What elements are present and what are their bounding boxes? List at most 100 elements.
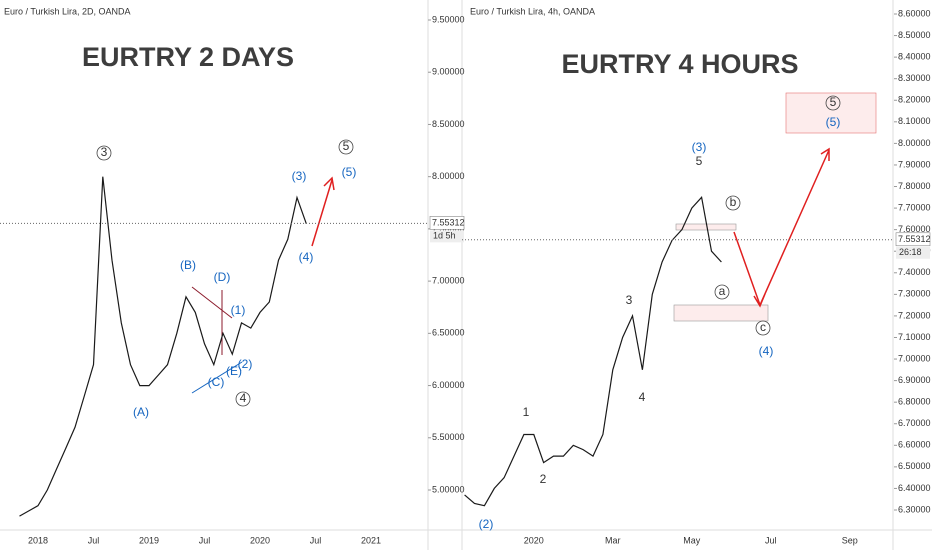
x-tick-label: Jul [765, 535, 777, 545]
y-tick-label: 8.10000 [898, 116, 931, 126]
wave-circle [96, 145, 112, 161]
wave-circle [714, 284, 730, 300]
wave-label: 3 [101, 145, 108, 159]
y-tick-label: 9.50000 [432, 14, 465, 24]
wave-label: (B) [180, 258, 196, 272]
wave-label: (3) [292, 169, 307, 183]
y-tick-label: 6.30000 [898, 504, 931, 514]
y-tick-label: 7.40000 [898, 267, 931, 277]
current-price-label: 7.55312 [898, 234, 931, 244]
wave-label: b [730, 195, 737, 209]
wave-circle [755, 320, 771, 336]
box [673, 304, 769, 322]
wave-label: (2) [238, 357, 253, 371]
wave-label: 2 [540, 472, 547, 486]
wave-circle [235, 391, 251, 407]
y-tick-label: 6.80000 [898, 397, 931, 407]
price-line [464, 195, 722, 507]
y-tick-label: 8.40000 [898, 52, 931, 62]
x-tick-label: Mar [605, 535, 621, 545]
wave-label: (4) [759, 344, 774, 358]
wave-label: (2) [479, 517, 494, 531]
y-tick-label: 5.00000 [432, 484, 465, 494]
x-tick-label: 2019 [139, 535, 159, 545]
wave-label: 5 [830, 95, 837, 109]
x-tick-label: Jul [310, 535, 322, 545]
y-tick-label: 8.60000 [898, 8, 931, 18]
x-tick-label: Jul [199, 535, 211, 545]
y-tick-label: 8.00000 [432, 171, 465, 181]
x-tick-label: May [683, 535, 701, 545]
y-tick-label: 9.00000 [432, 67, 465, 77]
wave-label: 3 [626, 293, 633, 307]
wave-label: (C) [208, 375, 225, 389]
current-price-label: 7.55312 [432, 218, 465, 228]
y-tick-label: 7.60000 [898, 224, 931, 234]
arrow [311, 176, 335, 247]
y-tick-label: 8.00000 [898, 138, 931, 148]
wave-label: (D) [214, 270, 231, 284]
wave-label: (A) [133, 405, 149, 419]
x-tick-label: 2020 [524, 535, 544, 545]
wave-label: (5) [826, 115, 841, 129]
y-tick-label: 7.00000 [432, 275, 465, 285]
y-tick-label: 6.90000 [898, 375, 931, 385]
chart-header: Euro / Turkish Lira, 4h, OANDA [470, 6, 595, 16]
y-tick-label: 7.20000 [898, 310, 931, 320]
countdown-label: 1d 5h [433, 231, 456, 241]
countdown-label: 26:18 [899, 247, 922, 257]
trend-line [191, 286, 233, 319]
x-tick-label: Jul [88, 535, 100, 545]
wave-circle [725, 195, 741, 211]
y-tick-label: 6.50000 [432, 328, 465, 338]
countdown-bg [430, 230, 464, 243]
y-tick-label: 8.50000 [432, 119, 465, 129]
y-tick-label: 7.10000 [898, 332, 931, 342]
y-tick-label: 7.30000 [898, 289, 931, 299]
y-tick-label: 6.60000 [898, 440, 931, 450]
y-tick-label: 6.50000 [898, 461, 931, 471]
wave-label: 4 [240, 391, 247, 405]
chart-title: EURTRY 4 HOURS [561, 49, 798, 79]
y-tick-label: 6.70000 [898, 418, 931, 428]
x-tick-label: 2018 [28, 535, 48, 545]
box [675, 223, 737, 231]
wave-label: 5 [696, 154, 703, 168]
wave-label: (4) [299, 250, 314, 264]
y-tick-label: 6.40000 [898, 483, 931, 493]
y-tick-label: 7.90000 [898, 159, 931, 169]
x-tick-label: 2021 [361, 535, 381, 545]
arrow [733, 147, 830, 308]
chart-title: EURTRY 2 DAYS [82, 42, 294, 72]
wave-label: 1 [523, 405, 530, 419]
y-tick-label: 5.50000 [432, 432, 465, 442]
y-tick-label: 8.50000 [898, 30, 931, 40]
price-line [19, 176, 307, 517]
wave-circle [825, 95, 841, 111]
wave-label: c [760, 320, 766, 334]
wave-label: 4 [639, 390, 646, 404]
wave-label: 5 [343, 139, 350, 153]
price-label-bg [429, 216, 465, 230]
chart-header: Euro / Turkish Lira, 2D, OANDA [4, 6, 131, 16]
trend-line [191, 361, 243, 394]
y-tick-label: 8.30000 [898, 73, 931, 83]
wave-label: (3) [692, 140, 707, 154]
price-label-bg [895, 232, 931, 247]
y-tick-label: 7.70000 [898, 202, 931, 212]
y-tick-label: 6.00000 [432, 380, 465, 390]
wave-label: a [719, 284, 726, 298]
wave-label: (5) [342, 165, 357, 179]
wave-label: (1) [231, 303, 246, 317]
countdown-bg [896, 246, 930, 259]
wave-label: (E) [226, 364, 242, 378]
wave-circle [338, 139, 354, 155]
x-tick-label: Sep [842, 535, 858, 545]
x-tick-label: 2020 [250, 535, 270, 545]
y-tick-label: 7.00000 [898, 353, 931, 363]
box [785, 92, 877, 134]
y-tick-label: 8.20000 [898, 95, 931, 105]
y-tick-label: 7.80000 [898, 181, 931, 191]
